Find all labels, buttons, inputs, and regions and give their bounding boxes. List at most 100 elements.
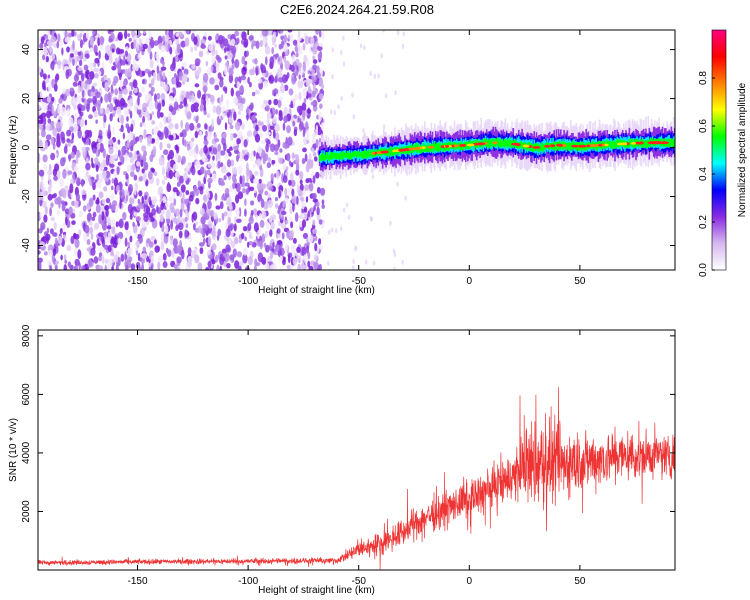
ridge-cell xyxy=(531,145,533,151)
noise-cell xyxy=(166,143,171,149)
noise-cell xyxy=(40,90,43,99)
noise-cell xyxy=(352,265,355,270)
noise-cell xyxy=(274,244,280,253)
noise-cell xyxy=(283,115,288,124)
noise-cell xyxy=(85,30,90,39)
noise-cell xyxy=(382,30,385,33)
noise-cell xyxy=(119,198,122,209)
noise-cell xyxy=(274,150,279,156)
noise-cell xyxy=(190,46,194,53)
noise-cell xyxy=(69,53,74,58)
noise-cell xyxy=(66,244,72,252)
noise-cell xyxy=(241,122,245,130)
noise-cell xyxy=(307,210,311,218)
noise-cell xyxy=(312,198,318,203)
noise-cell xyxy=(48,249,53,257)
ridge-cell xyxy=(336,153,339,159)
noise-cell xyxy=(133,39,137,50)
noise-cell xyxy=(181,249,185,260)
noise-cell xyxy=(78,229,82,237)
noise-cell xyxy=(312,175,316,184)
noise-cell xyxy=(74,57,78,66)
noise-cell xyxy=(239,85,244,94)
ridge-cell xyxy=(390,149,393,157)
noise-cell xyxy=(89,220,93,227)
noise-cell xyxy=(47,244,53,249)
noise-cell xyxy=(287,30,293,33)
noise-cell xyxy=(264,45,271,55)
noise-cell xyxy=(130,84,134,91)
noise-cell xyxy=(49,43,52,54)
noise-cell xyxy=(231,45,237,55)
noise-cell xyxy=(49,41,54,46)
x-tick-label: -150 xyxy=(128,276,148,287)
noise-cell xyxy=(365,259,368,265)
noise-cell xyxy=(80,178,85,187)
noise-cell xyxy=(183,172,188,182)
peak-cell xyxy=(466,143,475,147)
ridge-cell xyxy=(428,145,430,152)
noise-cell xyxy=(62,168,67,179)
noise-cell xyxy=(62,58,68,65)
noise-cell xyxy=(377,73,380,79)
noise-cell xyxy=(80,72,85,82)
noise-cell xyxy=(282,74,288,84)
noise-cell xyxy=(231,241,236,249)
noise-cell xyxy=(312,64,317,70)
noise-cell xyxy=(297,80,301,89)
ridge-cell xyxy=(331,152,333,160)
noise-cell xyxy=(43,116,47,126)
noise-cell xyxy=(292,120,296,127)
noise-cell xyxy=(397,30,400,36)
noise-cell xyxy=(402,31,405,37)
noise-cell xyxy=(295,156,300,165)
noise-cell xyxy=(107,49,113,57)
noise-cell xyxy=(312,55,316,61)
noise-cell xyxy=(112,126,115,136)
noise-cell xyxy=(195,160,201,169)
noise-cell xyxy=(340,226,343,232)
ridge-cell xyxy=(322,153,324,160)
noise-cell xyxy=(75,193,80,202)
noise-cell xyxy=(299,220,303,228)
noise-cell xyxy=(59,39,63,47)
noise-cell xyxy=(38,257,43,263)
noise-cell xyxy=(91,161,94,168)
noise-cell xyxy=(124,107,129,117)
noise-cell xyxy=(362,128,365,134)
noise-cell xyxy=(197,262,203,270)
noise-cell xyxy=(119,153,124,162)
ridge-cell xyxy=(511,140,513,145)
ridge-cell xyxy=(646,140,648,148)
noise-cell xyxy=(91,86,95,93)
ridge-cell xyxy=(437,144,439,152)
noise-cell xyxy=(38,261,42,270)
noise-cell xyxy=(86,212,92,222)
noise-cell xyxy=(236,154,239,162)
x-tick-label: -50 xyxy=(351,576,366,587)
noise-cell xyxy=(108,138,114,146)
noise-cell xyxy=(83,57,87,62)
ridge-cell xyxy=(334,153,336,159)
noise-cell xyxy=(250,151,254,162)
noise-cell xyxy=(112,80,117,86)
noise-cell xyxy=(207,131,213,138)
noise-cell xyxy=(104,93,109,103)
noise-cell xyxy=(296,255,302,263)
noise-cell xyxy=(133,211,137,217)
noise-cell xyxy=(238,102,244,112)
noise-cell xyxy=(282,161,286,172)
noise-cell xyxy=(51,62,55,71)
noise-cell xyxy=(237,130,243,138)
noise-cell xyxy=(165,209,171,220)
ridge-cell xyxy=(669,138,672,146)
noise-cell xyxy=(281,247,285,257)
ridge-cell xyxy=(323,155,325,161)
ridge-cell xyxy=(644,140,646,146)
noise-cell xyxy=(240,181,246,188)
noise-cell xyxy=(304,153,308,162)
noise-cell xyxy=(159,81,165,88)
noise-cell xyxy=(86,103,90,112)
noise-cell xyxy=(149,154,154,162)
noise-cell xyxy=(125,50,128,57)
